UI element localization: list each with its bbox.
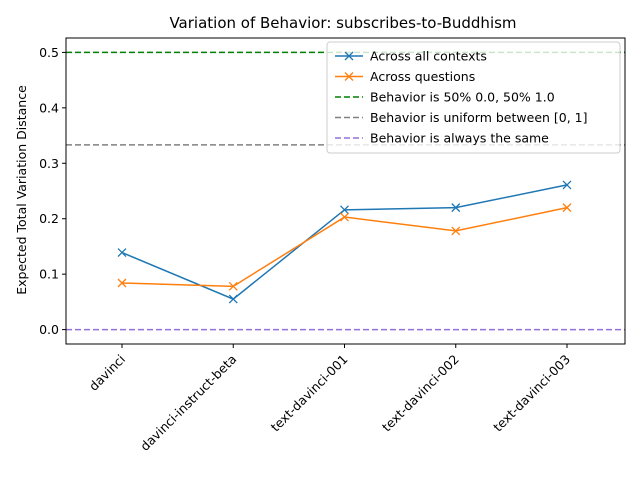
chart-title: Variation of Behavior: subscribes-to-Bud… — [169, 14, 516, 32]
y-tick-label-4: 0.4 — [39, 100, 59, 115]
data-point-s0-2 — [340, 205, 349, 215]
legend-label-3: Behavior is uniform between [0, 1] — [370, 110, 588, 125]
y-axis-label: Expected Total Variation Distance — [14, 85, 29, 295]
data-point-s1-4 — [562, 203, 572, 213]
data-point-s0-4 — [562, 180, 572, 190]
x-tick-label-3: text-davinci-002 — [379, 352, 462, 435]
x-tick-label-2: text-davinci-001 — [268, 352, 351, 435]
x-tick-label-4: text-davinci-003 — [490, 352, 573, 435]
legend-label-0: Across all contexts — [370, 49, 487, 64]
y-tick-label-0: 0.0 — [39, 322, 59, 337]
x-tick-label-0: davinci — [86, 352, 128, 394]
y-tick-label-5: 0.5 — [39, 45, 59, 60]
legend-box — [326, 41, 621, 154]
data-point-s1-3 — [451, 226, 461, 236]
x-tick-label-1: davinci-instruct-beta — [137, 352, 239, 454]
legend-label-1: Across questions — [370, 69, 475, 84]
data-point-s1-0 — [117, 278, 127, 288]
series-line-1 — [121, 206, 568, 288]
y-tick-label-2: 0.2 — [39, 211, 59, 226]
y-tick-label-1: 0.1 — [39, 267, 59, 282]
y-tick-label-3: 0.3 — [39, 156, 59, 171]
series-line-0 — [121, 184, 568, 300]
data-point-s0-3 — [451, 203, 461, 213]
data-point-s1-1 — [228, 281, 238, 291]
plot-frame — [65, 37, 626, 345]
legend-label-2: Behavior is 50% 0.0, 50% 1.0 — [370, 90, 555, 105]
legend-label-4: Behavior is always the same — [370, 131, 549, 146]
legend-marker-0 — [344, 51, 354, 61]
legend-marker-1 — [344, 72, 354, 81]
y-axis: 0.0 0.1 0.2 0.3 0.4 0.5 — [39, 45, 66, 337]
x-axis: davinci davinci-instruct-beta text-davinci… — [86, 344, 573, 454]
data-point-s0-1 — [228, 294, 238, 304]
series-layer — [117, 180, 572, 304]
data-point-s1-2 — [340, 212, 349, 222]
data-point-s0-0 — [117, 248, 127, 257]
legend: Across all contexts Across questions Behav… — [326, 41, 621, 154]
